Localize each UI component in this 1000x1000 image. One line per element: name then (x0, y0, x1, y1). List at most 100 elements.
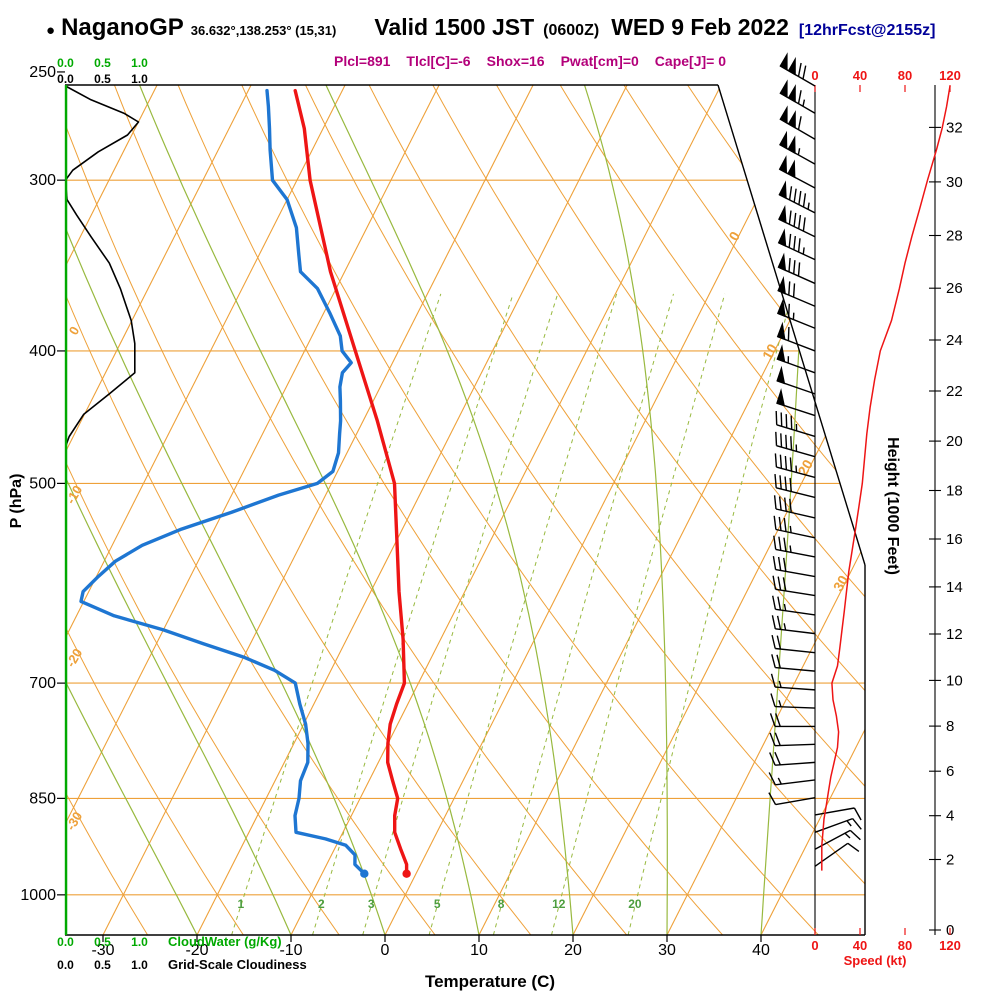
svg-text:18: 18 (946, 482, 963, 499)
station-name: NaganoGP (61, 14, 184, 41)
wind-barbs (768, 52, 862, 867)
stability-parameters: Plcl=891 Tlcl[C]=-6 Shox=16 Pwat[cm]=0 C… (300, 53, 760, 69)
svg-text:300: 300 (29, 172, 56, 189)
svg-text:40: 40 (853, 938, 867, 953)
background-grid (65, 85, 865, 935)
cloudwater-tick: 0.0 (57, 935, 74, 949)
svg-text:0: 0 (811, 938, 818, 953)
cloudwater-tick: 0.0 (57, 56, 74, 70)
cloudwater-tick: 1.0 (131, 935, 148, 949)
profile-curves (65, 85, 411, 935)
cloudiness-curve (65, 85, 140, 935)
svg-text:700: 700 (29, 675, 56, 692)
svg-text:-10: -10 (279, 942, 302, 959)
svg-text:8: 8 (946, 718, 954, 735)
cloudiness-scale-top: 0.0 0.5 1.0 (47, 72, 158, 86)
param-tlcl: Tlcl[C]=-6 (406, 53, 471, 69)
station-bullet-icon: ● (46, 22, 56, 39)
svg-text:12: 12 (552, 897, 566, 911)
param-showalter: Shox=16 (486, 53, 545, 69)
station-coordinates: 36.632°,138.253° (15,31) (190, 23, 337, 38)
svg-text:0: 0 (811, 68, 818, 83)
cloudwater-axis-label: CloudWater (g/Kg) (168, 934, 282, 949)
svg-text:32: 32 (946, 119, 963, 136)
svg-text:8: 8 (498, 897, 505, 911)
svg-text:80: 80 (898, 938, 912, 953)
svg-text:28: 28 (946, 228, 963, 245)
svg-text:0: 0 (725, 228, 743, 243)
svg-text:1000: 1000 (20, 887, 56, 904)
svg-text:40: 40 (853, 68, 867, 83)
cloudiness-axis-label: Grid-Scale Cloudiness (168, 957, 307, 972)
svg-text:30: 30 (658, 942, 676, 959)
svg-text:0: 0 (66, 324, 83, 338)
forecast-info: [12hrFcst@2155z] (798, 22, 936, 39)
param-plcl: Plcl=891 (333, 53, 391, 69)
svg-text:20: 20 (628, 897, 642, 911)
cloudiness-tick: 0.5 (94, 958, 111, 972)
valid-date: WED 9 Feb 2022 (611, 14, 789, 40)
svg-text:14: 14 (946, 579, 963, 596)
svg-text:500: 500 (29, 475, 56, 492)
svg-text:10: 10 (759, 341, 781, 363)
wind-speed-curve (821, 85, 951, 871)
cloudiness-tick: 1.0 (131, 958, 148, 972)
plot-border (64, 84, 936, 936)
dewpoint-curve (79, 88, 366, 876)
cloudiness-tick: 0.5 (94, 72, 111, 86)
cloudiness-tick: 0.0 (57, 72, 74, 86)
svg-text:30: 30 (830, 572, 852, 594)
cloudwater-scale-top: 0.0 0.5 1.0 (47, 56, 158, 70)
svg-text:26: 26 (946, 280, 963, 297)
title-bar: ● NaganoGP 36.632°,138.253° (15,31) Vali… (46, 14, 935, 42)
svg-text:16: 16 (946, 531, 963, 548)
cloudwater-tick: 0.5 (94, 935, 111, 949)
svg-text:80: 80 (898, 68, 912, 83)
temperature-curve (293, 88, 409, 876)
svg-text:6: 6 (946, 763, 954, 780)
cloudiness-scale-bottom: 0.0 0.5 1.0 Grid-Scale Cloudiness (47, 957, 307, 972)
param-cape: Cape[J]= 0 (654, 53, 726, 69)
svg-text:250: 250 (29, 64, 56, 81)
surface-temperature-dot (402, 869, 411, 878)
svg-text:12: 12 (946, 626, 963, 643)
svg-text:850: 850 (29, 790, 56, 807)
svg-text:4: 4 (946, 808, 954, 825)
pressure-axis-title: P (hPa) (8, 473, 25, 529)
valid-time-utc: (0600Z) (543, 22, 600, 39)
height-axis-title: Height (1000 Feet) (884, 437, 901, 575)
param-pwat: Pwat[cm]=0 (560, 53, 639, 69)
svg-text:24: 24 (946, 332, 963, 349)
svg-text:400: 400 (29, 343, 56, 360)
cloudwater-tick: 1.0 (131, 56, 148, 70)
svg-text:-30: -30 (91, 942, 114, 959)
cloudiness-tick: 1.0 (131, 72, 148, 86)
svg-text:1: 1 (237, 897, 244, 911)
svg-text:-20: -20 (185, 942, 208, 959)
svg-text:2: 2 (318, 897, 325, 911)
svg-text:30: 30 (946, 174, 963, 191)
svg-text:2: 2 (946, 851, 954, 868)
svg-text:40: 40 (752, 942, 770, 959)
svg-text:120: 120 (939, 68, 961, 83)
speed-axis-title: Speed (kt) (843, 953, 907, 968)
svg-text:20: 20 (564, 942, 582, 959)
svg-text:10: 10 (946, 672, 963, 689)
surface-dewpoint-dot (360, 869, 369, 878)
svg-text:5: 5 (434, 897, 441, 911)
cloudwater-scale-bottom: 0.0 0.5 1.0 CloudWater (g/Kg) (47, 934, 282, 949)
svg-text:20: 20 (946, 433, 963, 450)
svg-text:120: 120 (939, 938, 961, 953)
svg-text:10: 10 (470, 942, 488, 959)
svg-text:3: 3 (368, 897, 375, 911)
temperature-axis-title: Temperature (C) (424, 972, 556, 991)
svg-text:0: 0 (381, 942, 390, 959)
cloudwater-tick: 0.5 (94, 56, 111, 70)
svg-text:22: 22 (946, 383, 963, 400)
cloudiness-tick: 0.0 (57, 958, 74, 972)
valid-time: Valid 1500 JST (374, 14, 535, 40)
